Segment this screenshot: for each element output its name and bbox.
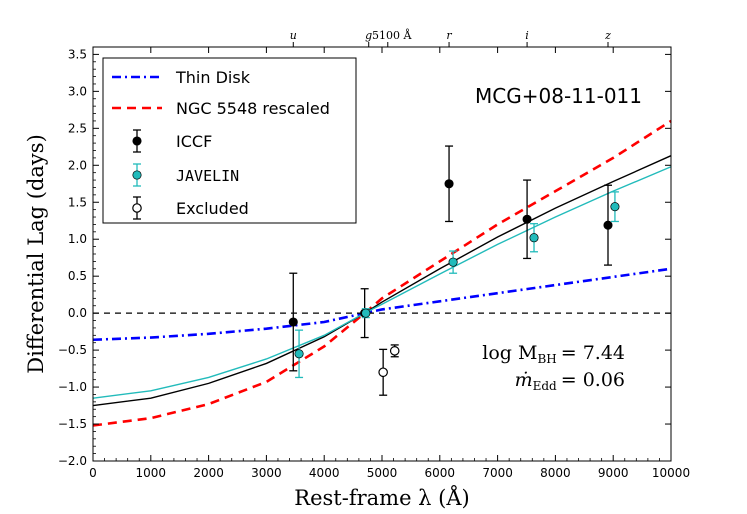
javelin-point: [448, 257, 458, 267]
x-tick-label: 9000: [598, 466, 629, 480]
svg-text:log MBH= 7.44: log MBH = 7.44: [482, 342, 625, 366]
iccf-point: [288, 317, 298, 327]
x-tick-label: 7000: [482, 466, 513, 480]
legend-swatch-excluded: [132, 203, 142, 213]
series-line-ngc-5548-rescaled: [92, 119, 672, 427]
javelin-point: [610, 202, 620, 212]
legend-label-excluded: Excluded: [176, 199, 249, 218]
y-axis-title: Differential Lag (days): [24, 134, 48, 374]
y-tick-label: −1.0: [58, 380, 87, 394]
legend-label-javelin: JAVELIN: [176, 167, 239, 185]
x-tick-label: 0: [89, 466, 97, 480]
iccf-point: [444, 179, 454, 189]
object-name: MCG+08-11-011: [475, 84, 642, 108]
x-tick-label: 1000: [136, 466, 167, 480]
legend: Thin Disk NGC 5548 rescaled ICCF JAVELIN Exc…: [102, 57, 357, 224]
iccf-point: [522, 214, 532, 224]
top-band-labels: u g 5100 Å r i z: [290, 28, 611, 47]
top-band-label: u: [290, 29, 297, 42]
y-tick-label: 2.5: [68, 121, 87, 135]
javelin-point: [361, 308, 371, 318]
y-tick-label: 1.0: [68, 232, 87, 246]
x-tick-label: 2000: [193, 466, 224, 480]
top-band-label: i: [525, 29, 529, 42]
y-tick-label: 3.5: [68, 47, 87, 61]
mdot-label: ṁ: [515, 369, 533, 391]
svg-text:ṁEdd= 0.06: ṁEdd = 0.06: [515, 369, 625, 393]
legend-label-ngc-5548-rescaled: NGC 5548 rescaled: [176, 99, 330, 118]
y-tick-label: 3.0: [68, 84, 87, 98]
legend-label-thin-disk: Thin Disk: [175, 68, 251, 87]
x-tick-label: 5000: [367, 466, 398, 480]
series-line-iccf-fit: [92, 155, 672, 407]
javelin-point: [294, 349, 304, 359]
x-tick-label: 3000: [251, 466, 282, 480]
fit-parameters: log MBH = 7.44 ṁEdd = 0.06: [482, 342, 625, 393]
series-line-javelin-fit: [92, 166, 672, 399]
javelin-point: [529, 233, 539, 243]
series-line-thin-disk: [92, 267, 672, 342]
y-tick-label: −1.5: [58, 417, 87, 431]
excluded-point: [378, 367, 388, 378]
axes: 0 1000 2000 3000 4000 5000 6000 7000 8000 9000 100…: [58, 47, 690, 480]
y-tick-label: 2.0: [68, 158, 87, 172]
y-tick-label: 1.5: [68, 195, 87, 209]
excluded-point: [389, 346, 400, 356]
top-band-label: r: [446, 29, 452, 42]
y-tick-label: 0.0: [68, 306, 87, 320]
x-tick-label: 4000: [309, 466, 340, 480]
mass-subscript: BH: [537, 352, 556, 366]
model-lines: [92, 119, 672, 427]
top-band-label: 5100 Å: [372, 28, 412, 42]
legend-swatch-iccf: [132, 136, 142, 146]
y-tick-label: −0.5: [58, 343, 87, 357]
iccf-point: [603, 220, 613, 230]
mass-label: log M: [482, 342, 537, 364]
y-tick-label: 0.5: [68, 269, 87, 283]
top-band-label: z: [604, 29, 611, 42]
mdot-value: = 0.06: [561, 369, 625, 391]
y-tick-label: −2.0: [58, 454, 87, 468]
data-points: [288, 145, 620, 396]
legend-box: [102, 57, 357, 224]
x-tick-label: 10000: [652, 466, 690, 480]
top-band-label: g: [365, 29, 372, 42]
plot-frame: [92, 46, 672, 462]
x-axis-title: Rest-frame λ (Å): [294, 485, 469, 510]
mdot-subscript: Edd: [533, 379, 557, 393]
legend-swatch-javelin: [132, 170, 142, 180]
legend-label-iccf: ICCF: [176, 132, 212, 151]
mass-value: = 7.44: [561, 342, 625, 364]
x-tick-label: 8000: [540, 466, 571, 480]
x-tick-label: 6000: [425, 466, 456, 480]
